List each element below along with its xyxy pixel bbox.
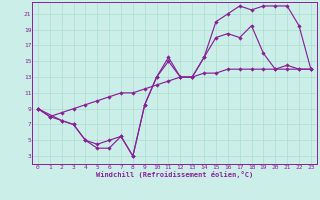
X-axis label: Windchill (Refroidissement éolien,°C): Windchill (Refroidissement éolien,°C) xyxy=(96,171,253,178)
